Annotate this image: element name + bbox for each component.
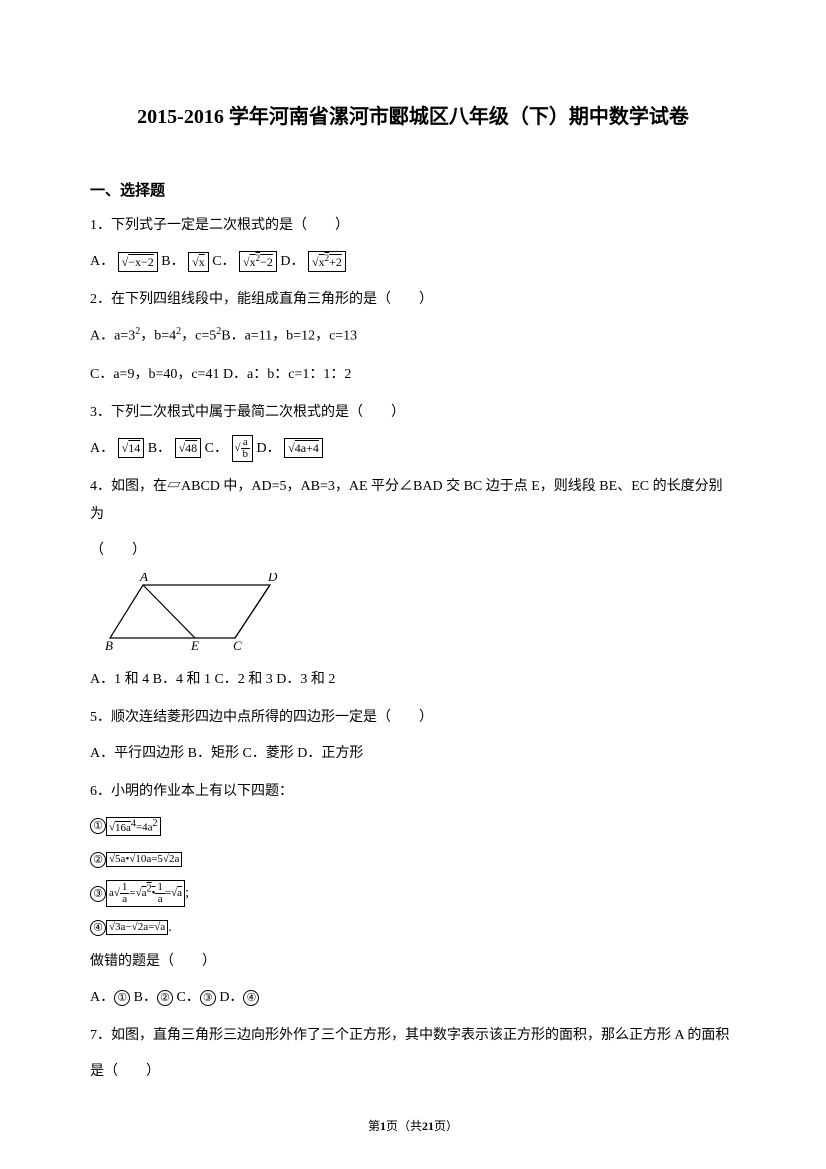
q4-text: 4．如图，在▱ABCD 中，AD=5，AB=3，AE 平分∠BAD 交 BC 边… <box>90 473 736 529</box>
circled-2: ② <box>90 852 106 868</box>
q1-opt-d-label: D． <box>280 254 304 269</box>
label-d: D <box>267 573 278 584</box>
circled-4: ④ <box>90 920 106 936</box>
q6-opt-c: C． <box>176 990 199 1005</box>
q1-opt-a-label: A． <box>90 254 114 269</box>
footer-mid: 页（共 <box>386 1119 422 1133</box>
q1-opt-b-expr: √x <box>188 252 209 272</box>
label-a: A <box>139 573 148 584</box>
q1-opt-d-expr: √x2+2 <box>308 251 346 272</box>
circled-3: ③ <box>90 886 106 902</box>
q3-opt-b-expr: √48 <box>175 438 202 458</box>
q2-line-a: A．a=32，b=42，c=52B．a=11，b=12，c=13 <box>90 322 736 351</box>
label-e: E <box>190 638 199 653</box>
footer-prefix: 第 <box>368 1119 380 1133</box>
q4-text2: （ ） <box>90 537 736 565</box>
q6-item4: ④√3a−√2a=√a. <box>90 915 736 940</box>
q5-text: 5．顺次连结菱形四边中点所得的四边形一定是（ ） <box>90 704 736 732</box>
q1-opt-c-expr: √x2−2 <box>239 251 277 272</box>
q6-item1-expr: √16a4=4a2 <box>106 817 161 836</box>
q1-text: 1．下列式子一定是二次根式的是（ ） <box>90 212 736 240</box>
q6-opt-d: D． <box>219 990 243 1005</box>
footer-total: 21 <box>422 1119 434 1133</box>
q6-options: A．① B．② C．③ D．④ <box>90 984 736 1012</box>
q6-opt-b: B． <box>134 990 157 1005</box>
q1-opt-b-label: B． <box>161 254 184 269</box>
q6-item3-expr: a√1a=√a2•1a=√a <box>106 880 185 907</box>
label-c: C <box>233 638 242 653</box>
q6-item3: ③a√1a=√a2•1a=√a; <box>90 880 736 907</box>
q2-line-c: C．a=9，b=40，c=41 D．a：b：c=1：1：2 <box>90 361 736 389</box>
q6-opt-a-circ: ① <box>114 990 130 1006</box>
q7-text: 7．如图，直角三角形三边向形外作了三个正方形，其中数字表示该正方形的面积，那么正… <box>90 1022 736 1050</box>
circled-1: ① <box>90 818 106 834</box>
q7-text2: 是（ ） <box>90 1058 736 1086</box>
q1-options: A． √−x−2 B． √x C． √x2−2 D． √x2+2 <box>90 248 736 276</box>
q1-opt-a-expr: √−x−2 <box>118 252 158 272</box>
q4-diagram: A D B E C <box>105 573 736 658</box>
q2-text: 2．在下列四组线段中，能组成直角三角形的是（ ） <box>90 286 736 314</box>
q6-wrong: 做错的题是（ ） <box>90 948 736 976</box>
q3-opt-d-expr: √4a+4 <box>284 438 323 458</box>
q6-item2: ②√5a•√10a=5√2a <box>90 847 736 872</box>
q6-item1: ①√16a4=4a2 <box>90 814 736 839</box>
page-footer: 第1页（共21页） <box>0 1117 826 1134</box>
q3-opt-a-expr: √14 <box>118 438 145 458</box>
q3-options: A． √14 B． √48 C． √ab D． √4a+4 <box>90 435 736 463</box>
q3-opt-a-label: A． <box>90 441 114 456</box>
q6-item2-expr: √5a•√10a=5√2a <box>106 852 182 867</box>
section-header: 一、选择题 <box>90 179 736 200</box>
footer-suffix: 页） <box>434 1119 458 1133</box>
q3-opt-b-label: B． <box>148 441 171 456</box>
q3-opt-c-expr: √ab <box>232 435 254 462</box>
q3-text: 3．下列二次根式中属于最简二次根式的是（ ） <box>90 399 736 427</box>
q6-item4-expr: √3a−√2a=√a <box>106 920 168 935</box>
label-b: B <box>105 638 113 653</box>
q6-opt-a: A． <box>90 990 114 1005</box>
q6-opt-b-circ: ② <box>157 990 173 1006</box>
q5-options: A．平行四边形 B．矩形 C．菱形 D．正方形 <box>90 740 736 768</box>
q3-opt-c-label: C． <box>205 441 228 456</box>
q4-options: A．1 和 4 B．4 和 1 C．2 和 3 D．3 和 2 <box>90 666 736 694</box>
q6-opt-c-circ: ③ <box>200 990 216 1006</box>
q3-opt-d-label: D． <box>257 441 281 456</box>
q6-text: 6．小明的作业本上有以下四题： <box>90 778 736 806</box>
q1-opt-c-label: C． <box>212 254 235 269</box>
q6-opt-d-circ: ④ <box>243 990 259 1006</box>
page-title: 2015-2016 学年河南省漯河市郾城区八年级（下）期中数学试卷 <box>90 100 736 129</box>
